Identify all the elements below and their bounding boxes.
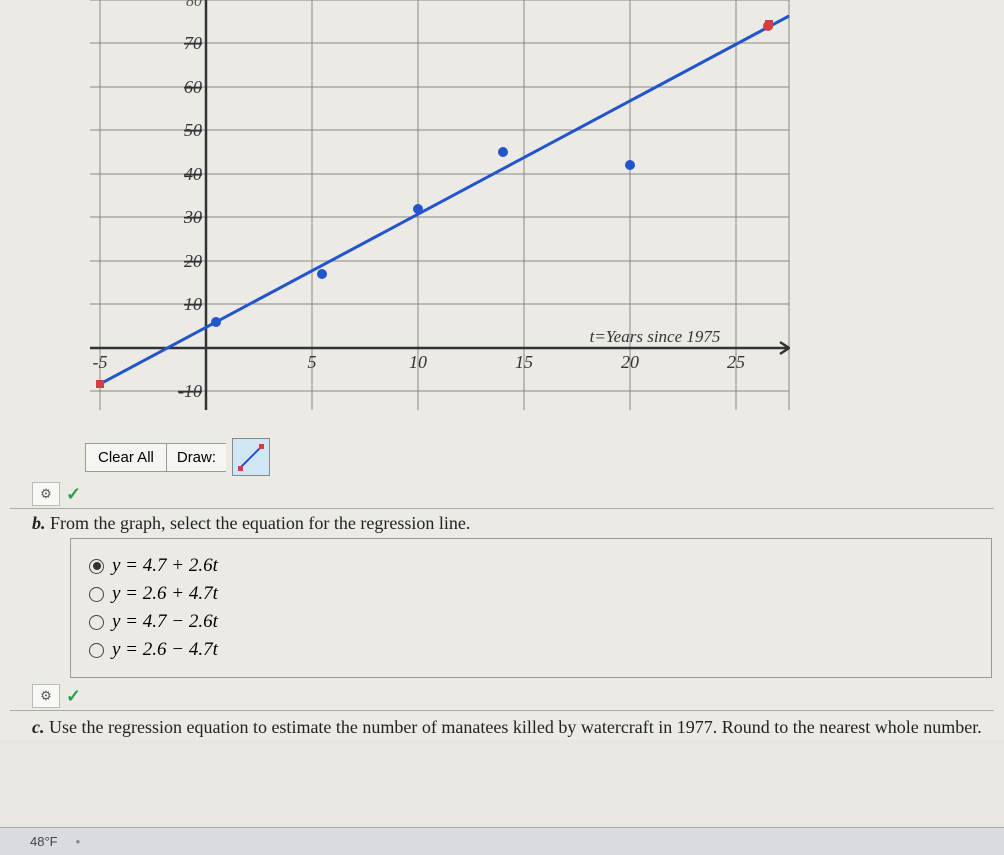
svg-text:10: 10 xyxy=(184,294,202,314)
option-label: y = 4.7 − 2.6t xyxy=(112,611,218,633)
question-b-prompt: b. From the graph, select the equation f… xyxy=(32,513,972,534)
option-label: y = 2.6 + 4.7t xyxy=(112,583,218,605)
svg-text:20: 20 xyxy=(184,251,202,271)
data-point[interactable] xyxy=(317,269,327,279)
gear-icon: ⚙ xyxy=(40,688,52,704)
radio[interactable] xyxy=(89,643,104,658)
x-axis-label: t=Years since 1975 xyxy=(590,327,721,346)
question-b-text: From the graph, select the equation for … xyxy=(50,513,470,533)
svg-text:40: 40 xyxy=(184,164,202,184)
option-label: y = 2.6 − 4.7t xyxy=(112,639,218,661)
gear-icon: ⚙ xyxy=(40,486,52,502)
data-point[interactable] xyxy=(413,204,423,214)
option-row[interactable]: y = 2.6 + 4.7t xyxy=(89,583,973,605)
svg-text:70: 70 xyxy=(184,33,202,53)
option-row[interactable]: y = 4.7 − 2.6t xyxy=(89,611,973,633)
check-icon: ✓ xyxy=(66,686,81,707)
scatter-chart: -10 10 20 30 40 50 60 70 80 -5 5 10 15 2… xyxy=(30,0,790,430)
divider xyxy=(10,710,994,711)
taskbar: 48°F • xyxy=(0,827,1004,855)
svg-text:80: 80 xyxy=(186,0,202,10)
settings-button[interactable]: ⚙ xyxy=(32,482,60,506)
draw-line-tool-button[interactable] xyxy=(232,438,270,476)
svg-text:50: 50 xyxy=(184,120,202,140)
question-c-text: Use the regression equation to estimate … xyxy=(49,717,982,737)
data-point[interactable] xyxy=(211,317,221,327)
question-c-prompt: c. Use the regression equation to estima… xyxy=(32,715,992,740)
question-b-options: y = 4.7 + 2.6t y = 2.6 + 4.7t y = 4.7 − … xyxy=(70,538,992,678)
check-icon: ✓ xyxy=(66,484,81,505)
svg-text:30: 30 xyxy=(183,207,202,227)
radio[interactable] xyxy=(89,587,104,602)
weather-temp[interactable]: 48°F xyxy=(30,834,58,849)
svg-text:-5: -5 xyxy=(93,352,108,372)
data-point[interactable] xyxy=(763,21,773,31)
data-point[interactable] xyxy=(625,160,635,170)
status-row: ⚙ ✓ xyxy=(32,482,1004,506)
line-endpoint-marker[interactable] xyxy=(96,380,104,388)
svg-text:5: 5 xyxy=(308,352,317,372)
option-row[interactable]: y = 4.7 + 2.6t xyxy=(89,555,973,577)
settings-button[interactable]: ⚙ xyxy=(32,684,60,708)
svg-text:20: 20 xyxy=(621,352,639,372)
svg-text:-10: -10 xyxy=(178,381,202,401)
draw-controls: Clear All Draw: xyxy=(85,438,1004,476)
line-tool-icon xyxy=(236,442,266,472)
radio[interactable] xyxy=(89,615,104,630)
clear-all-button[interactable]: Clear All xyxy=(85,443,167,472)
data-point[interactable] xyxy=(498,147,508,157)
question-c-letter: c. xyxy=(32,717,45,737)
divider xyxy=(10,508,994,509)
svg-text:25: 25 xyxy=(727,352,745,372)
taskbar-dot: • xyxy=(76,834,81,849)
chart-region: -10 10 20 30 40 50 60 70 80 -5 5 10 15 2… xyxy=(30,0,790,430)
radio-selected[interactable] xyxy=(89,559,104,574)
draw-label: Draw: xyxy=(167,443,226,472)
svg-text:10: 10 xyxy=(409,352,427,372)
svg-text:15: 15 xyxy=(515,352,533,372)
option-row[interactable]: y = 2.6 − 4.7t xyxy=(89,639,973,661)
option-label: y = 4.7 + 2.6t xyxy=(112,555,218,577)
status-row: ⚙ ✓ xyxy=(32,684,1004,708)
question-b-letter: b. xyxy=(32,513,46,533)
svg-text:60: 60 xyxy=(184,77,202,97)
